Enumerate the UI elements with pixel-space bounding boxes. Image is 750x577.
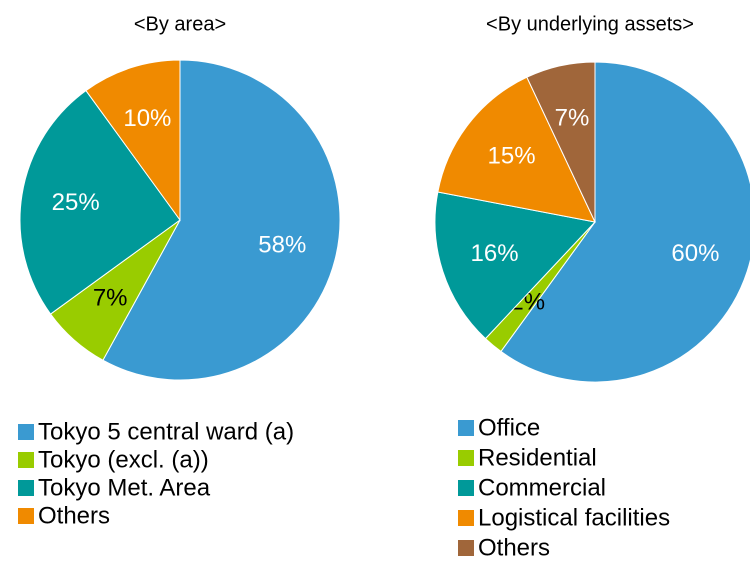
- legend-label: Commercial: [478, 474, 606, 501]
- legend-label: Others: [38, 502, 110, 529]
- chart-title: <By underlying assets>: [486, 13, 694, 35]
- legend-label: Tokyo Met. Area: [38, 474, 211, 501]
- pie-slice: [102, 59, 341, 381]
- legend-swatch: [18, 480, 34, 496]
- slice-label: 10%: [123, 105, 171, 132]
- legend-label: Residential: [478, 444, 597, 471]
- chart-title: <By area>: [134, 13, 226, 35]
- legend-swatch: [18, 424, 34, 440]
- pie-slice: [85, 59, 181, 222]
- pie-slice: [437, 76, 596, 223]
- pie-slice: [19, 89, 181, 315]
- legend-swatch: [458, 450, 474, 466]
- slice-label: 16%: [471, 240, 519, 267]
- slice-label: 58%: [258, 232, 306, 259]
- slice-label: 15%: [488, 143, 536, 170]
- slice-label: 60%: [671, 240, 719, 267]
- pie-slice: [500, 61, 750, 383]
- slice-label: 7%: [93, 285, 128, 312]
- slice-label: 7%: [555, 104, 590, 131]
- slice-label: 25%: [52, 189, 100, 216]
- pie-slice: [434, 191, 596, 340]
- legend-swatch: [458, 540, 474, 556]
- legend-label: Tokyo (excl. (a)): [38, 446, 209, 473]
- legend-swatch: [458, 510, 474, 526]
- legend-swatch: [18, 508, 34, 524]
- legend-label: Tokyo 5 central ward (a): [38, 418, 294, 445]
- legend-label: Office: [478, 414, 540, 441]
- legend-label: Others: [478, 534, 550, 561]
- legend-swatch: [458, 420, 474, 436]
- legend-swatch: [18, 452, 34, 468]
- legend-label: Logistical facilities: [478, 504, 670, 531]
- legend-swatch: [458, 480, 474, 496]
- pie-slice: [526, 61, 596, 223]
